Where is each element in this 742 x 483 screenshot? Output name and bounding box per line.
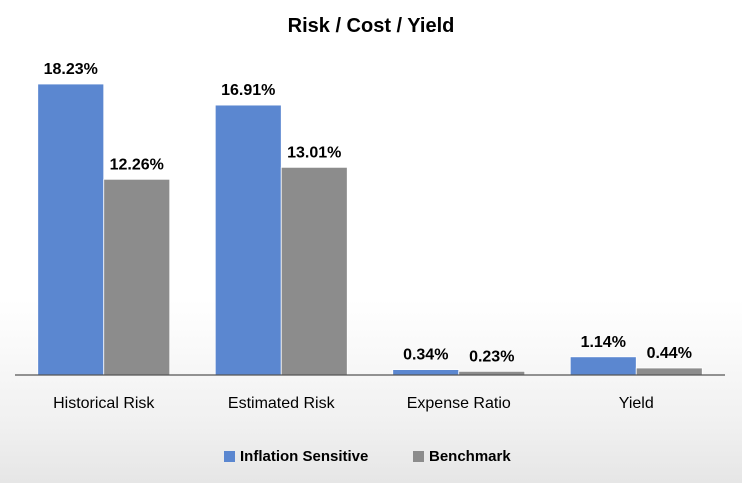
bar — [214, 104, 282, 376]
data-label: 12.26% — [110, 156, 164, 173]
legend-label: Inflation Sensitive — [240, 448, 368, 465]
legend-label: Benchmark — [429, 448, 511, 465]
chart-title: Risk / Cost / Yield — [288, 15, 455, 37]
data-label: 13.01% — [287, 144, 341, 161]
bar — [280, 166, 348, 376]
legend-swatch — [413, 451, 424, 462]
bar — [37, 83, 105, 376]
x-tick-label: Yield — [619, 395, 654, 412]
bars-layer: 18.23% 12.26% 16.91% 13.01% 0.34% 0.23% 1.14% 0… — [37, 61, 703, 376]
category-labels: Historical Risk Estimated Risk Expense Rat… — [53, 395, 654, 412]
data-label: 0.44% — [647, 345, 692, 362]
x-tick-label: Estimated Risk — [228, 395, 336, 412]
data-label: 0.23% — [469, 348, 514, 365]
data-label: 18.23% — [44, 61, 98, 78]
data-label: 0.34% — [403, 347, 448, 364]
bar — [569, 356, 637, 376]
legend: Inflation Sensitive Benchmark — [224, 448, 511, 465]
bar — [635, 367, 703, 376]
bar — [392, 369, 460, 376]
x-tick-label: Expense Ratio — [407, 395, 511, 412]
data-label: 1.14% — [581, 334, 626, 351]
x-tick-label: Historical Risk — [53, 395, 155, 412]
data-label: 16.91% — [221, 82, 275, 99]
legend-swatch — [224, 451, 235, 462]
bar — [103, 178, 171, 376]
